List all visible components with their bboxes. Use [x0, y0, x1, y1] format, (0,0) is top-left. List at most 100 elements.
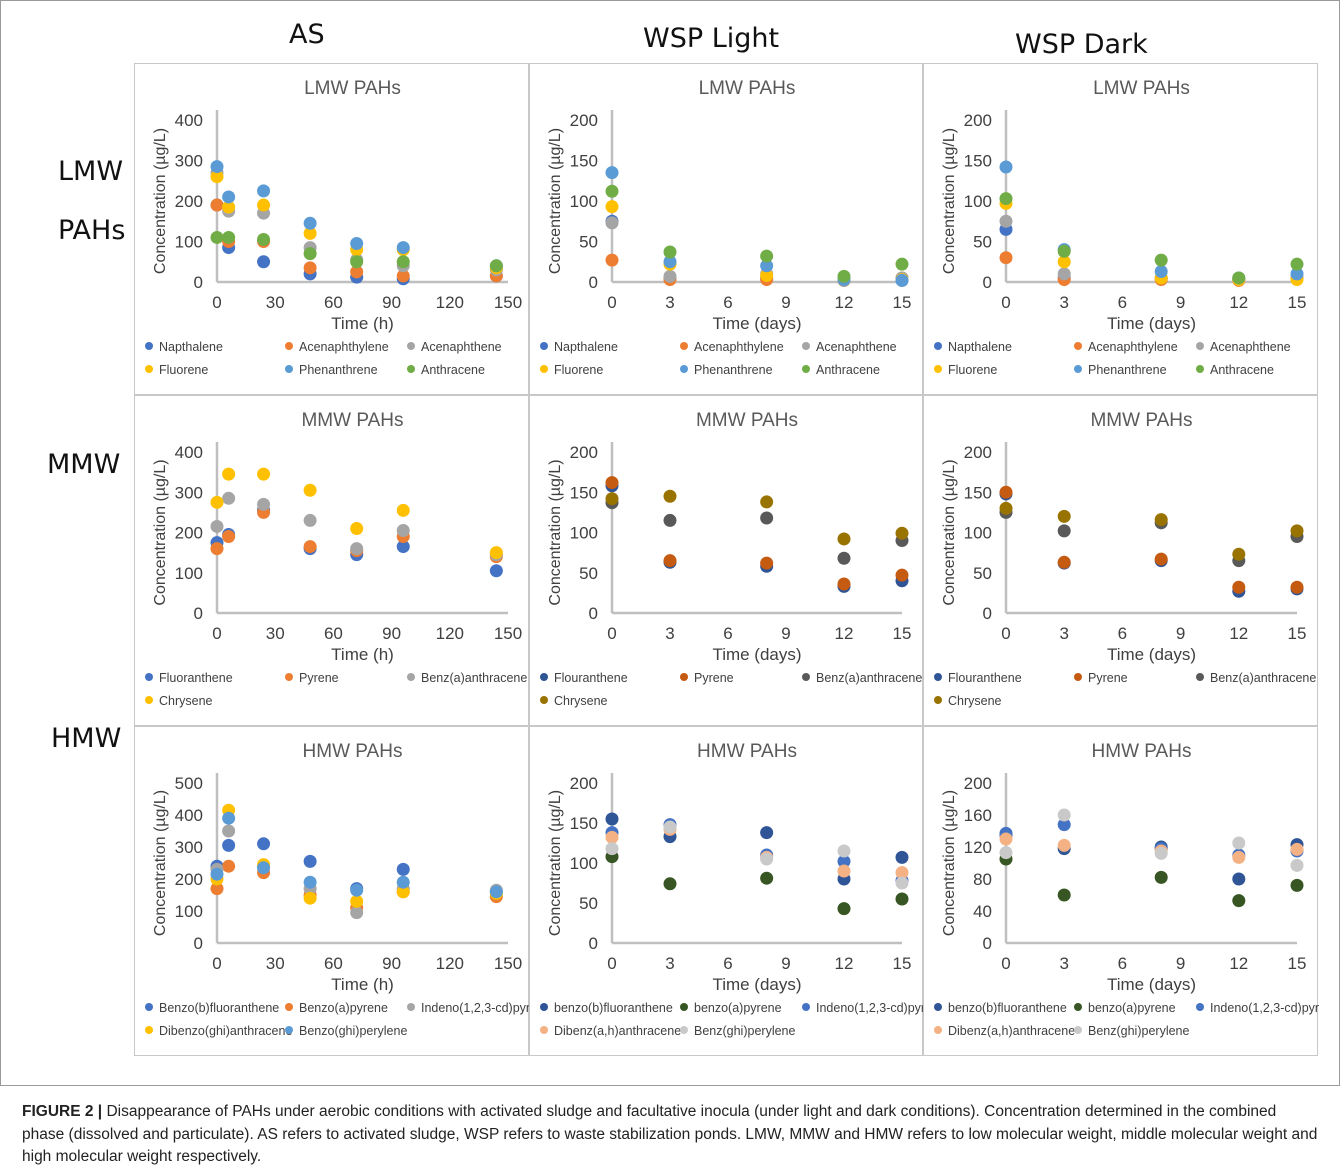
data-point — [837, 551, 851, 565]
x-tick-label: 3 — [665, 293, 674, 312]
y-axis-label: Concentration (µg/L) — [152, 790, 169, 936]
data-point — [1232, 836, 1246, 850]
data-point — [1057, 267, 1071, 281]
legend-label: Benz(a)anthracene — [816, 671, 922, 685]
chart-panel: LMW PAHs 0 100 200 300 400 0 30 60 90 120 150 Time (… — [134, 63, 529, 395]
y-tick-label: 150 — [570, 152, 598, 171]
y-tick-label: 0 — [589, 604, 598, 623]
data-point — [210, 495, 224, 509]
x-tick-label: 120 — [436, 954, 464, 973]
data-point — [489, 259, 503, 273]
legend-marker — [1074, 673, 1082, 681]
x-tick-label: 12 — [1229, 954, 1248, 973]
y-tick-label: 100 — [175, 902, 203, 921]
y-tick-label: 50 — [579, 564, 598, 583]
data-point — [605, 184, 619, 198]
data-point — [1290, 842, 1304, 856]
data-point — [1232, 850, 1246, 864]
legend-label: Fluoranthene — [159, 671, 233, 685]
data-point — [1057, 255, 1071, 269]
chart-title: HMW PAHs — [1092, 741, 1192, 762]
data-point — [350, 906, 364, 920]
legend-marker — [680, 1026, 688, 1034]
y-tick-label: 150 — [570, 814, 598, 833]
legend-marker — [407, 1003, 415, 1011]
data-point — [257, 467, 271, 481]
legend-label: Fluorene — [159, 363, 208, 377]
legend-label: Fluorene — [554, 363, 603, 377]
x-tick-label: 150 — [494, 293, 522, 312]
data-point — [663, 877, 677, 891]
chart-panel: LMW PAHs 0 50 100 150 200 0 3 6 9 12 15 Time (days) C… — [923, 63, 1318, 395]
x-tick-label: 15 — [1288, 954, 1307, 973]
row-header-mmw: MMW — [47, 449, 121, 480]
y-tick-label: 50 — [579, 894, 598, 913]
data-point — [222, 838, 236, 852]
chart-title: LMW PAHs — [304, 78, 401, 99]
x-tick-label: 3 — [1059, 293, 1068, 312]
y-tick-label: 50 — [973, 564, 992, 583]
legend-marker — [802, 673, 810, 681]
data-point — [210, 160, 224, 174]
legend-label: Flouranthene — [554, 671, 628, 685]
x-axis-label: Time (days) — [1107, 645, 1196, 664]
data-point — [837, 269, 851, 283]
x-tick-label: 9 — [1176, 954, 1185, 973]
data-point — [663, 554, 677, 568]
legend-marker — [1196, 1003, 1204, 1011]
legend-label: Flouranthene — [948, 671, 1022, 685]
legend-marker — [540, 1026, 548, 1034]
chart-title: HMW PAHs — [697, 741, 797, 762]
data-point — [396, 540, 410, 554]
data-point — [999, 214, 1013, 228]
legend-label: Phenanthrene — [299, 363, 378, 377]
data-point — [1290, 878, 1304, 892]
data-point — [396, 241, 410, 255]
legend-marker — [145, 696, 153, 704]
data-point — [1057, 244, 1071, 258]
legend-label: benzo(a)pyrene — [1088, 1001, 1176, 1015]
x-tick-label: 120 — [436, 293, 464, 312]
legend-label: Benzo(b)fluoranthene — [159, 1001, 279, 1015]
chart-svg: LMW PAHs 0 50 100 150 200 0 3 6 9 12 15 Time (days) C… — [934, 78, 1306, 377]
data-point — [1290, 524, 1304, 538]
data-point — [210, 198, 224, 212]
chart-svg: LMW PAHs 0 100 200 300 400 0 30 60 90 120 150 Time (… — [145, 78, 522, 377]
row-header-hmw: HMW — [51, 723, 122, 754]
legend-marker — [934, 342, 942, 350]
x-tick-label: 150 — [494, 624, 522, 643]
x-tick-label: 0 — [607, 293, 616, 312]
x-tick-label: 0 — [212, 624, 221, 643]
legend-marker — [145, 673, 153, 681]
legend-label: Acenaphthylene — [1088, 340, 1178, 354]
legend-label: Pyrene — [299, 671, 339, 685]
legend-marker — [934, 1003, 942, 1011]
chart-title: LMW PAHs — [699, 78, 796, 99]
chart-panel: MMW PAHs 0 100 200 300 400 0 30 60 90 120 150 Time (… — [134, 395, 529, 726]
x-axis-label: Time (days) — [712, 975, 801, 994]
y-tick-label: 40 — [973, 902, 992, 921]
legend-label: Napthalene — [159, 340, 223, 354]
data-point — [210, 867, 224, 881]
legend-marker — [407, 342, 415, 350]
legend-label: Fluorene — [948, 363, 997, 377]
data-point — [760, 852, 774, 866]
y-tick-label: 0 — [194, 273, 203, 292]
data-point — [663, 820, 677, 834]
legend-label: Anthracene — [421, 363, 485, 377]
data-point — [605, 492, 619, 506]
x-tick-label: 9 — [781, 954, 790, 973]
data-point — [257, 255, 271, 269]
legend-marker — [680, 1003, 688, 1011]
data-point — [350, 894, 364, 908]
chart-title: MMW PAHs — [301, 410, 403, 431]
data-point — [303, 540, 317, 554]
data-point — [1290, 267, 1304, 281]
data-point — [837, 577, 851, 591]
data-point — [1232, 547, 1246, 561]
data-point — [222, 811, 236, 825]
data-point — [760, 269, 774, 283]
x-tick-label: 15 — [893, 293, 912, 312]
data-point — [605, 200, 619, 214]
chart-panel: MMW PAHs 0 50 100 150 200 0 3 6 9 12 15 Time (days) C… — [529, 395, 923, 726]
